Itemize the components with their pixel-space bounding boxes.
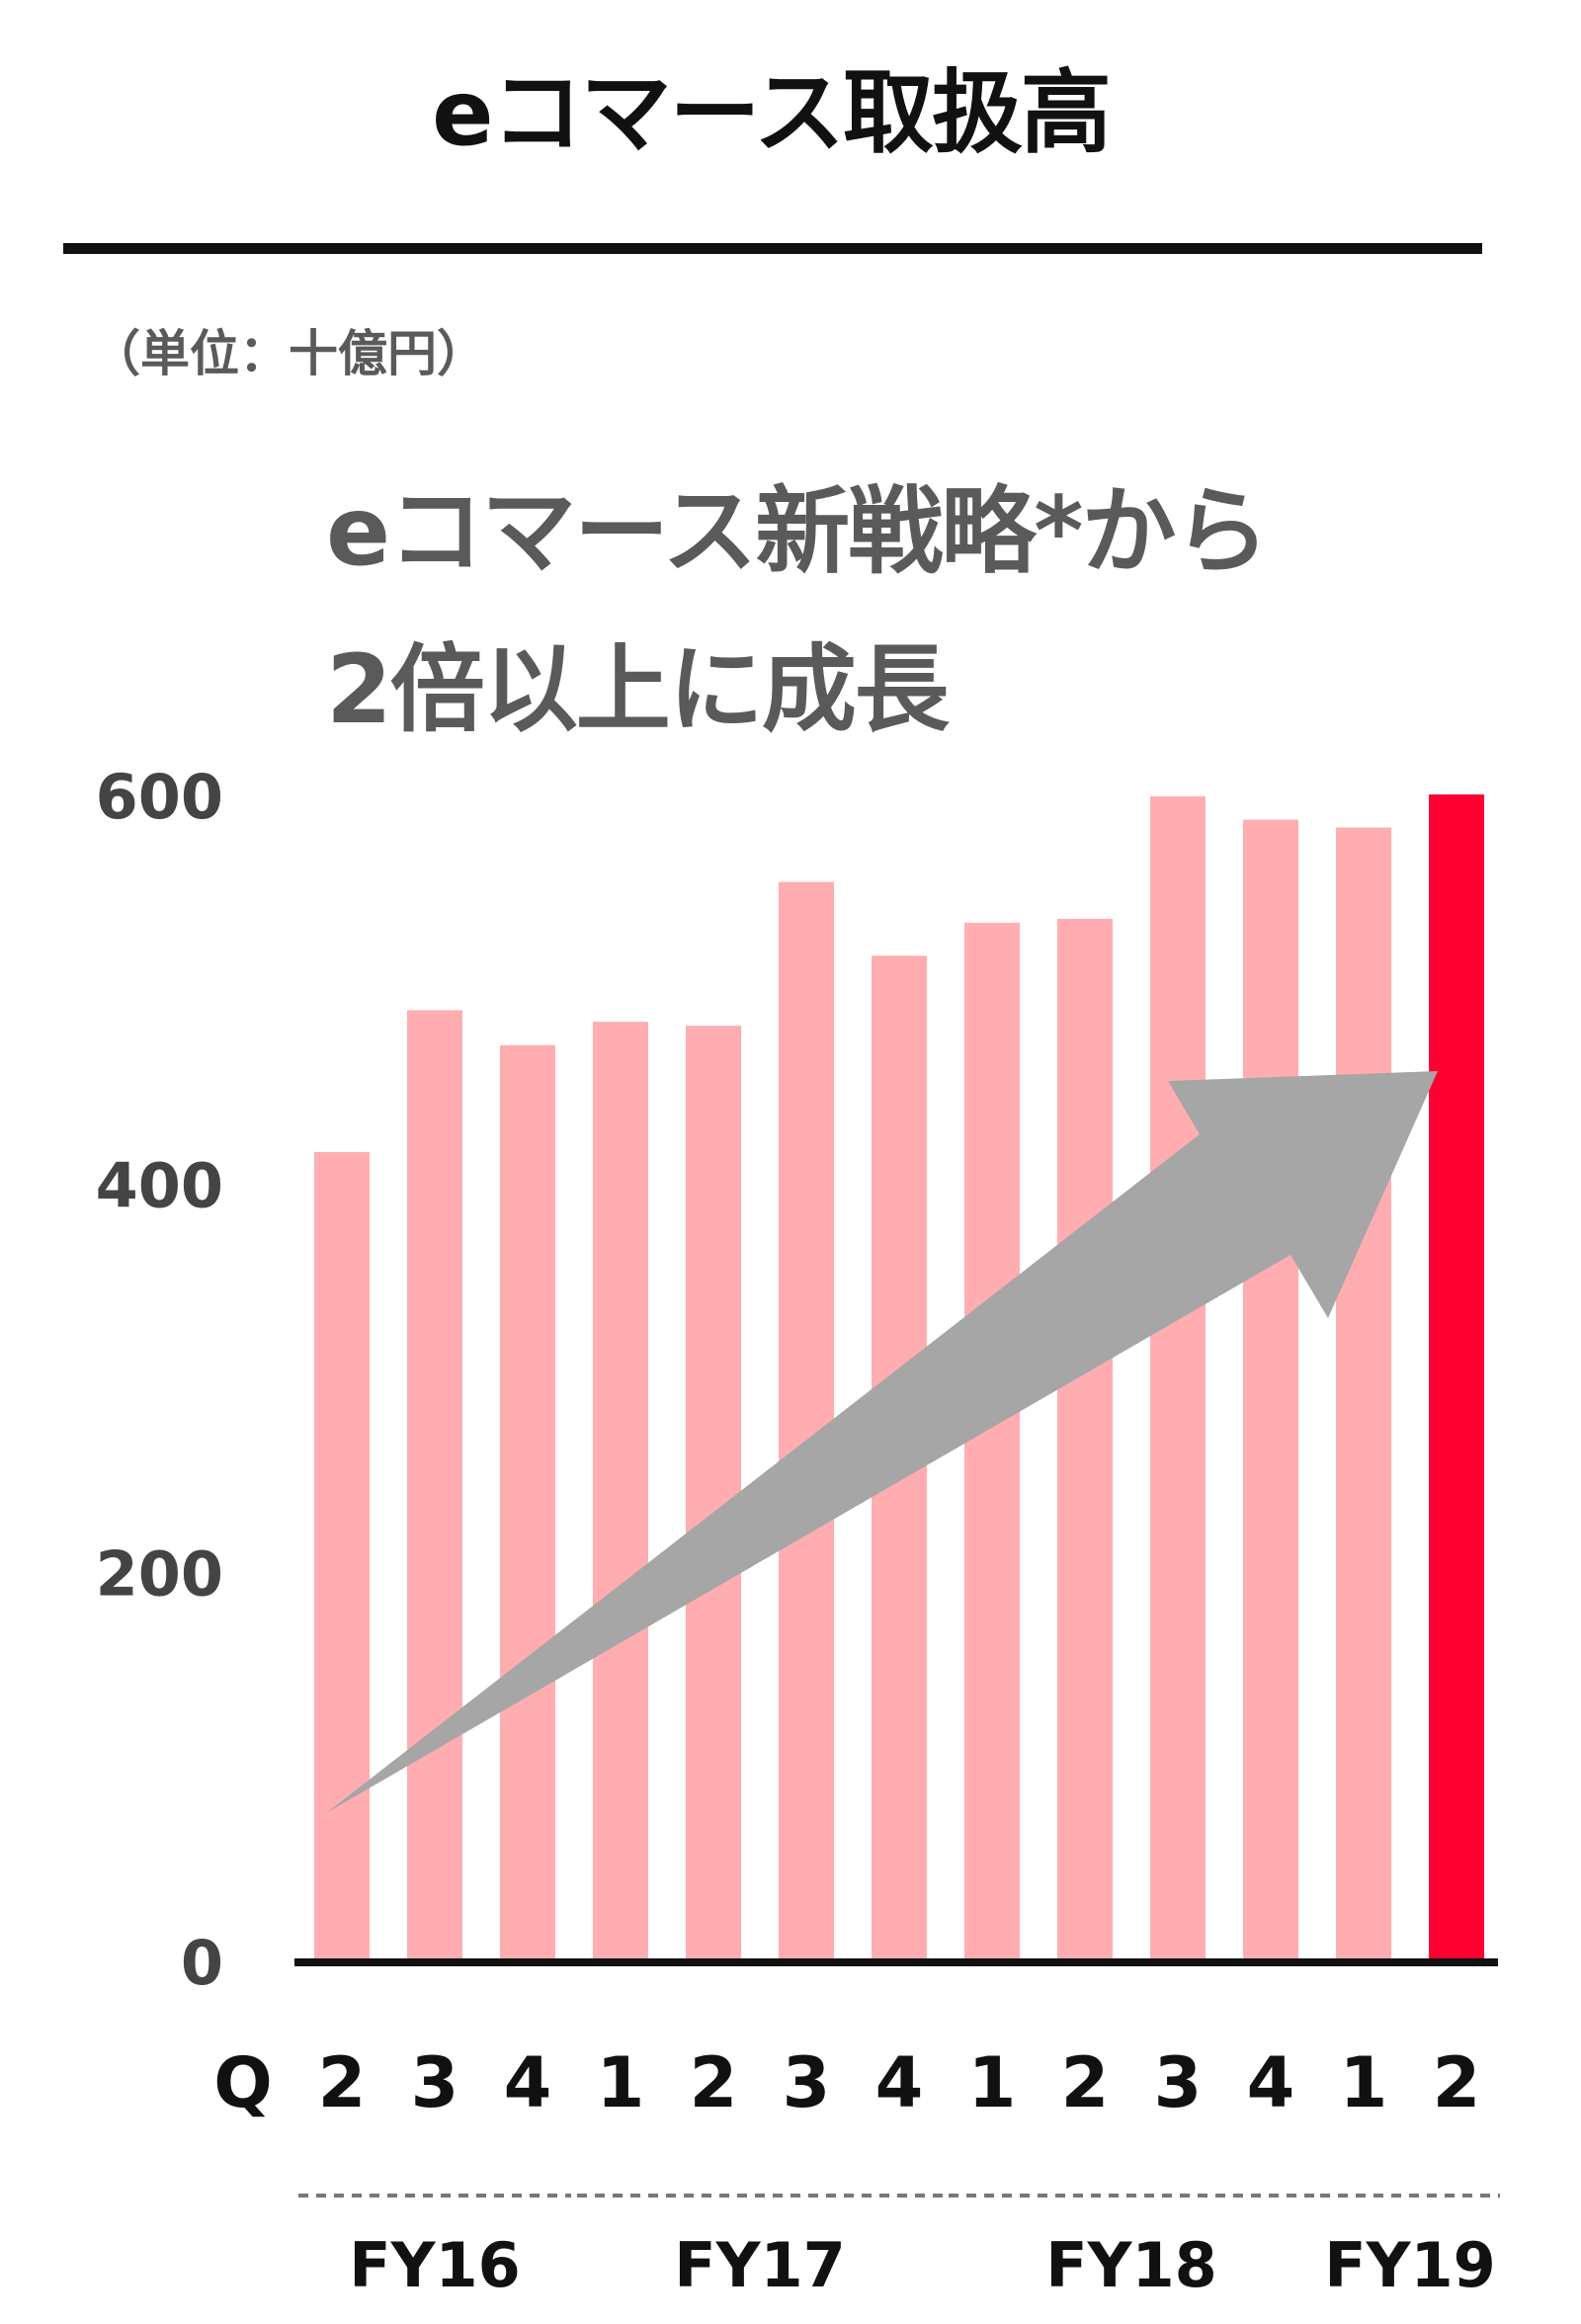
bar-4: [686, 1026, 741, 1962]
x-tick-label-4: 2: [690, 2042, 738, 2123]
fiscal-year-labels: FY16 FY17 FY18 FY19: [298, 2194, 1500, 2301]
unit-label: （単位：十億円）: [91, 325, 486, 382]
y-tick-label-3: 600: [96, 761, 223, 833]
y-axis-ticks: 0 200 400 600: [96, 761, 223, 1999]
x-tick-label-0: 2: [318, 2042, 367, 2123]
bar-1: [407, 1010, 462, 1962]
x-axis-prefix: Q: [213, 2042, 273, 2123]
annotation-line-2: 2倍以上に成長: [326, 634, 950, 745]
bar-11: [1336, 827, 1391, 1962]
title-underline: [63, 243, 1482, 254]
annotation-line-1: eコマース新戦略*から: [326, 476, 1270, 587]
bar-9: [1150, 796, 1206, 1962]
x-tick-label-12: 2: [1433, 2042, 1481, 2123]
x-tick-label-10: 4: [1247, 2042, 1295, 2123]
bar-0: [314, 1151, 370, 1962]
bar-5: [779, 881, 834, 1962]
y-tick-label-2: 400: [96, 1149, 223, 1221]
x-tick-label-2: 4: [504, 2042, 552, 2123]
bar-2: [500, 1044, 555, 1962]
growth-arrow: [326, 1071, 1438, 1813]
x-tick-label-9: 3: [1154, 2042, 1203, 2123]
x-tick-label-5: 3: [783, 2042, 831, 2123]
fy-label-1: FY17: [674, 2229, 846, 2301]
x-tick-label-7: 1: [968, 2042, 1017, 2123]
bars-group: [314, 794, 1484, 1963]
x-tick-label-11: 1: [1340, 2042, 1388, 2123]
x-tick-label-6: 4: [875, 2042, 924, 2123]
chart-title: eコマース取扱高: [432, 60, 1112, 166]
bar-8: [1057, 918, 1113, 1962]
fy-label-2: FY18: [1045, 2229, 1217, 2301]
bar-7: [964, 922, 1020, 1963]
y-tick-label-1: 200: [96, 1538, 223, 1611]
bar-3: [593, 1022, 648, 1962]
x-tick-label-3: 1: [597, 2042, 645, 2123]
bar-12: [1429, 794, 1484, 1962]
fy-label-0: FY16: [349, 2229, 521, 2301]
x-tick-label-1: 3: [411, 2042, 459, 2123]
bar-10: [1243, 819, 1298, 1962]
y-tick-label-0: 0: [181, 1927, 223, 1999]
fy-label-3: FY19: [1324, 2229, 1496, 2301]
x-tick-label-8: 2: [1061, 2042, 1110, 2123]
